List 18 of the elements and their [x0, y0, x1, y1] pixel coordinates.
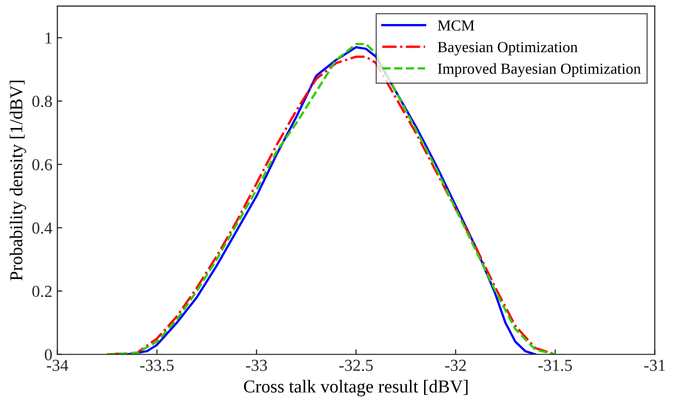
- y-axis-title: Probability density [1/dBV]: [10, 80, 26, 281]
- x-tick-label: -34: [46, 360, 68, 371]
- x-tick-label: -33.5: [140, 360, 174, 372]
- y-tick-label: 0.6: [32, 159, 52, 170]
- y-tick-label: 0.8: [32, 96, 52, 108]
- x-tick-label: -32.5: [339, 360, 373, 372]
- y-tick-label: 1: [46, 32, 52, 44]
- legend-label: Improved Bayesian Optimization: [438, 63, 641, 78]
- legend-label: Bayesian Optimization: [438, 42, 578, 56]
- y-tick-label: 0.2: [32, 286, 52, 298]
- x-tick-label: -31: [644, 360, 665, 371]
- x-tick-label: -32: [445, 360, 466, 371]
- legend-label: MCM: [438, 20, 474, 31]
- x-axis-title: Cross talk voltage result [dBV]: [244, 380, 468, 396]
- y-tick-label: 0.4: [32, 222, 52, 234]
- x-tick-label: -31.5: [538, 360, 572, 372]
- y-tick-label: 0: [44, 349, 52, 360]
- x-tick-label: -33: [246, 360, 267, 371]
